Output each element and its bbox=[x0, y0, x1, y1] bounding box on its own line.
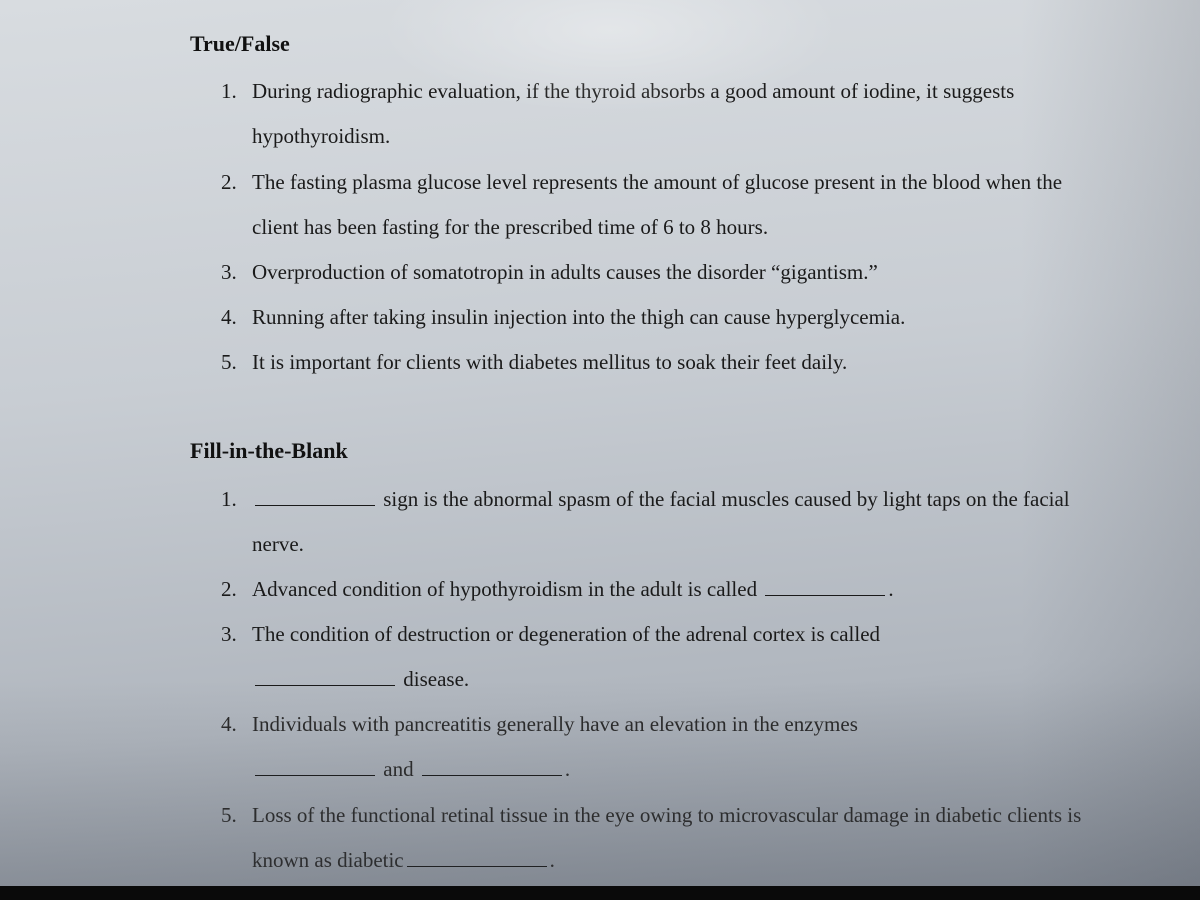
tf-item-4: Running after taking insulin injection i… bbox=[242, 295, 1105, 340]
fill-2-after: . bbox=[888, 577, 893, 601]
blank-5 bbox=[407, 846, 547, 867]
fill-item-2: Advanced condition of hypothyroidism in … bbox=[242, 567, 1105, 612]
tf-item-2: The fasting plasma glucose level represe… bbox=[242, 160, 1105, 250]
fill-item-5: Loss of the functional retinal tissue in… bbox=[242, 793, 1105, 883]
fill-item-3: The condition of destruction or degenera… bbox=[242, 612, 1105, 702]
fill-blank-list: sign is the abnormal spasm of the facial… bbox=[190, 477, 1105, 883]
tf-item-3: Overproduction of somatotropin in adults… bbox=[242, 250, 1105, 295]
true-false-header: True/False bbox=[190, 20, 1105, 67]
fill-3-before: The condition of destruction or degenera… bbox=[252, 622, 880, 646]
document-page: True/False During radiographic evaluatio… bbox=[190, 20, 1105, 883]
true-false-list: During radiographic evaluation, if the t… bbox=[190, 69, 1105, 385]
fill-4-after: . bbox=[565, 757, 570, 781]
fill-3-after: disease. bbox=[398, 667, 469, 691]
blank-4b bbox=[422, 755, 562, 776]
blank-3 bbox=[255, 665, 395, 686]
fill-5-after: . bbox=[550, 848, 555, 872]
tf-item-5: It is important for clients with diabete… bbox=[242, 340, 1105, 385]
fill-5-before: Loss of the functional retinal tissue in… bbox=[252, 803, 1081, 872]
screen-bezel bbox=[0, 886, 1200, 900]
tf-item-1: During radiographic evaluation, if the t… bbox=[242, 69, 1105, 159]
fill-item-1: sign is the abnormal spasm of the facial… bbox=[242, 477, 1105, 567]
fill-blank-header: Fill-in-the-Blank bbox=[190, 427, 1105, 474]
blank-1 bbox=[255, 485, 375, 506]
fill-item-4: Individuals with pancreatitis generally … bbox=[242, 702, 1105, 792]
fill-2-before: Advanced condition of hypothyroidism in … bbox=[252, 577, 762, 601]
blank-4a bbox=[255, 755, 375, 776]
fill-4-mid: and bbox=[378, 757, 419, 781]
blank-2 bbox=[765, 575, 885, 596]
fill-4-before: Individuals with pancreatitis generally … bbox=[252, 712, 858, 736]
